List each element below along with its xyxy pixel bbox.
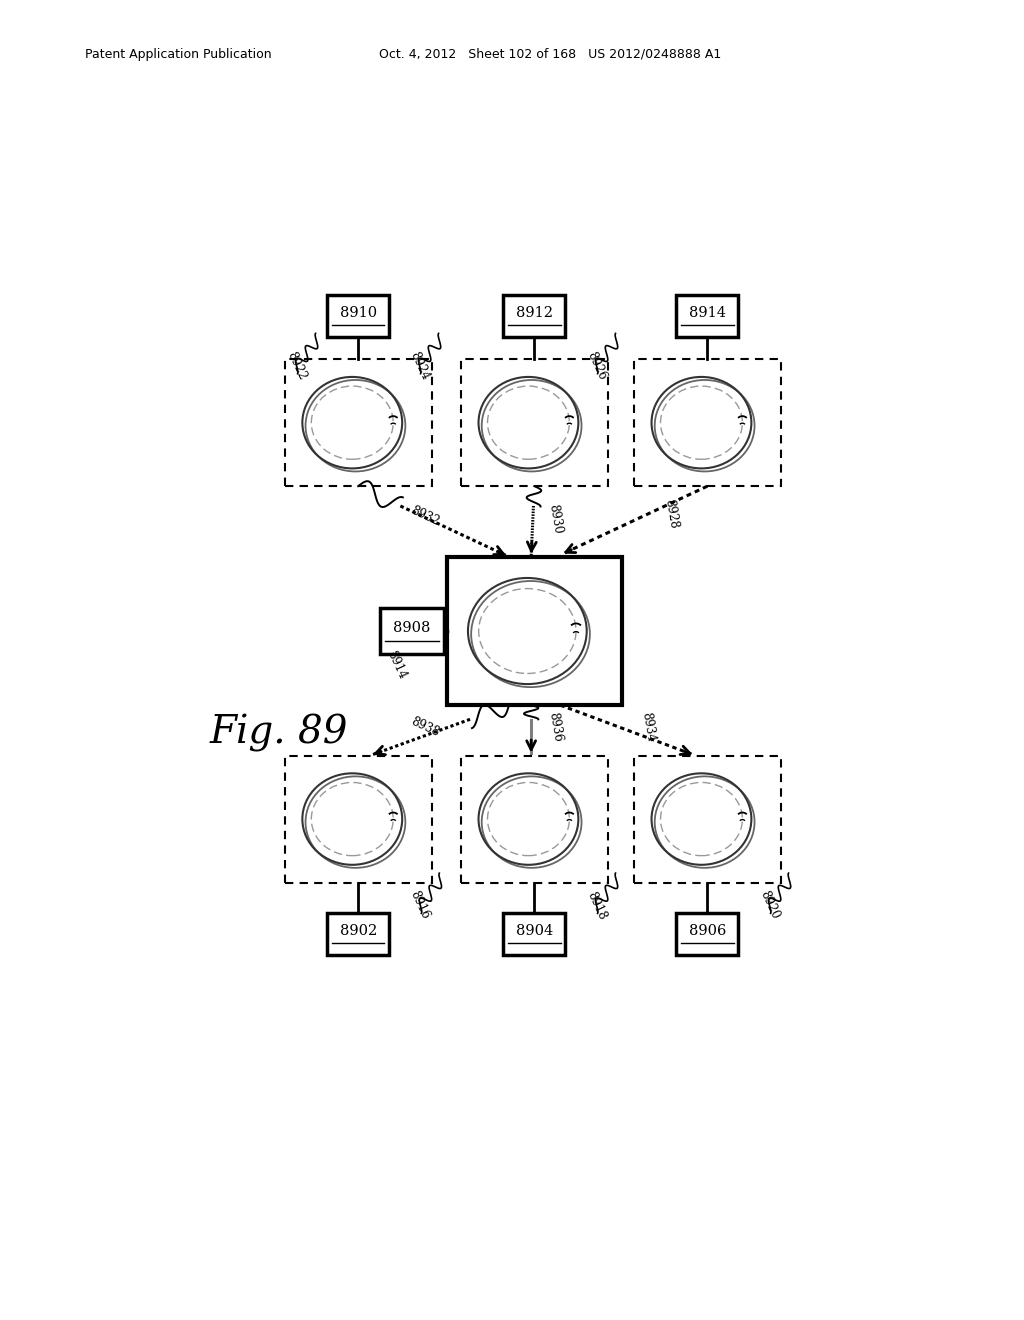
Bar — [380, 609, 443, 653]
Bar — [504, 294, 565, 338]
Bar — [285, 359, 431, 486]
Text: 8926: 8926 — [584, 350, 608, 381]
Bar — [461, 755, 607, 883]
Bar — [634, 755, 780, 883]
Text: 8904: 8904 — [516, 924, 553, 939]
Text: 8930: 8930 — [546, 503, 564, 535]
Bar — [634, 359, 780, 486]
Text: 8910: 8910 — [340, 306, 377, 321]
Bar — [504, 912, 565, 956]
Text: 8920: 8920 — [757, 890, 781, 921]
Bar — [285, 755, 431, 883]
Text: 8912: 8912 — [516, 306, 553, 321]
Bar — [677, 912, 738, 956]
Text: 8928: 8928 — [663, 499, 681, 529]
Text: 8902: 8902 — [340, 924, 377, 939]
Text: 8918: 8918 — [584, 890, 608, 921]
Text: 8934: 8934 — [639, 711, 656, 743]
Text: 8914: 8914 — [689, 306, 726, 321]
Bar — [461, 359, 607, 486]
Bar — [328, 912, 389, 956]
Bar — [328, 294, 389, 338]
Text: 8908: 8908 — [393, 622, 431, 635]
Text: 8932: 8932 — [410, 504, 441, 528]
Text: 8914: 8914 — [384, 648, 409, 681]
Text: Oct. 4, 2012   Sheet 102 of 168   US 2012/0248888 A1: Oct. 4, 2012 Sheet 102 of 168 US 2012/02… — [379, 48, 721, 61]
Text: 8916: 8916 — [408, 890, 432, 921]
Text: Fig. 89: Fig. 89 — [210, 714, 348, 751]
Text: Patent Application Publication: Patent Application Publication — [85, 48, 271, 61]
Text: 8936: 8936 — [546, 711, 564, 743]
Bar — [677, 294, 738, 338]
Text: 8922: 8922 — [284, 350, 308, 381]
Text: 8924: 8924 — [408, 350, 431, 381]
Text: 8906: 8906 — [689, 924, 726, 939]
Bar — [447, 557, 622, 705]
Text: 8938: 8938 — [410, 715, 441, 739]
